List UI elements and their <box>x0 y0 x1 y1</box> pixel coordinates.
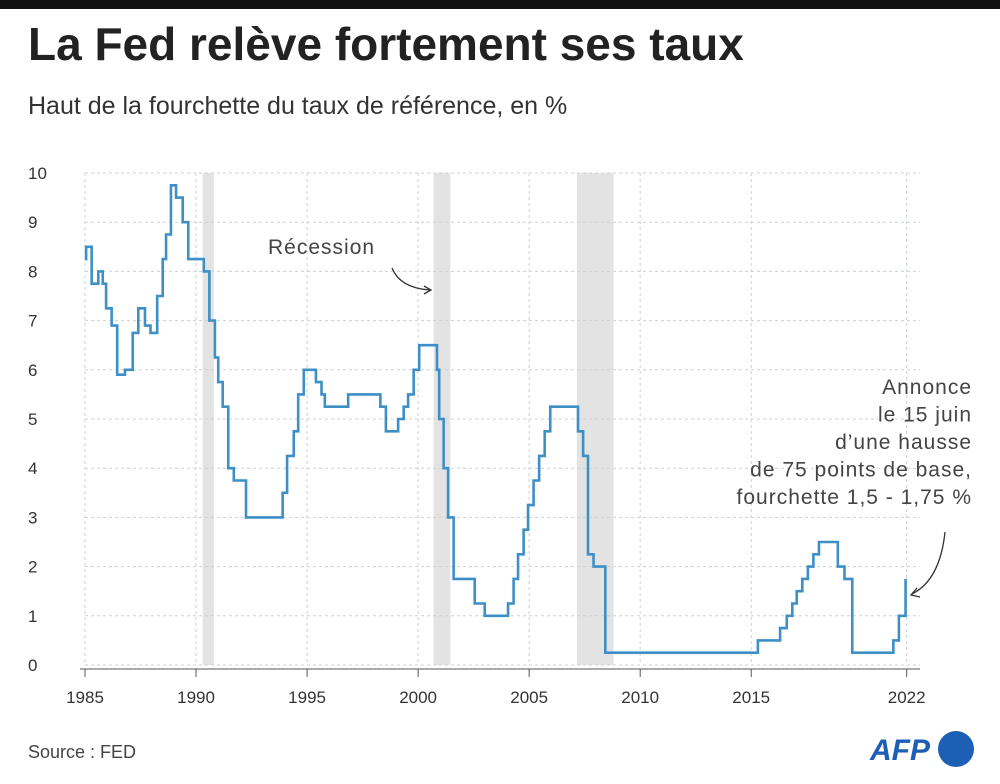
recession-label: Récession <box>268 236 375 259</box>
annotation-line: fourchette 1,5 - 1,75 % <box>737 486 972 509</box>
y-tick-label: 9 <box>28 213 37 232</box>
x-tick-label: 2010 <box>621 688 659 707</box>
logo: AFP <box>869 734 931 767</box>
y-tick-label: 5 <box>28 410 37 429</box>
annotation-arrow <box>911 531 946 595</box>
top-bar <box>0 0 1000 9</box>
recession-arrow <box>391 267 431 291</box>
annotation-line: de 75 points de base, <box>750 459 972 482</box>
y-tick-label: 8 <box>28 262 37 281</box>
y-tick-label: 4 <box>28 459 37 478</box>
logo-circle <box>938 731 974 767</box>
y-tick-label: 10 <box>28 164 47 183</box>
y-tick-label: 0 <box>28 656 37 675</box>
y-tick-label: 2 <box>28 558 37 577</box>
y-tick-label: 3 <box>28 508 37 527</box>
source: Source : FED <box>28 742 136 762</box>
y-tick-label: 7 <box>28 312 37 331</box>
annotation-arrowhead <box>909 587 921 598</box>
x-tick-label: 1995 <box>288 688 326 707</box>
chart-subtitle: Haut de la fourchette du taux de référen… <box>28 92 567 120</box>
x-tick-label: 2022 <box>888 688 926 707</box>
y-tick-label: 6 <box>28 361 37 380</box>
x-tick-label: 1985 <box>66 688 104 707</box>
annotation-line: le 15 juin <box>878 404 972 427</box>
chart-title: La Fed relève fortement ses taux <box>28 18 744 70</box>
x-tick-label: 1990 <box>177 688 215 707</box>
recession-band <box>202 173 214 665</box>
y-tick-label: 1 <box>28 607 37 626</box>
annotation-line: Annonce <box>882 376 972 399</box>
recession-arrowhead <box>423 285 433 295</box>
x-tick-label: 2015 <box>732 688 770 707</box>
x-tick-label: 2000 <box>399 688 437 707</box>
x-tick-label: 2005 <box>510 688 548 707</box>
rate-line <box>84 184 907 654</box>
annotation-line: d’une hausse <box>835 431 972 454</box>
